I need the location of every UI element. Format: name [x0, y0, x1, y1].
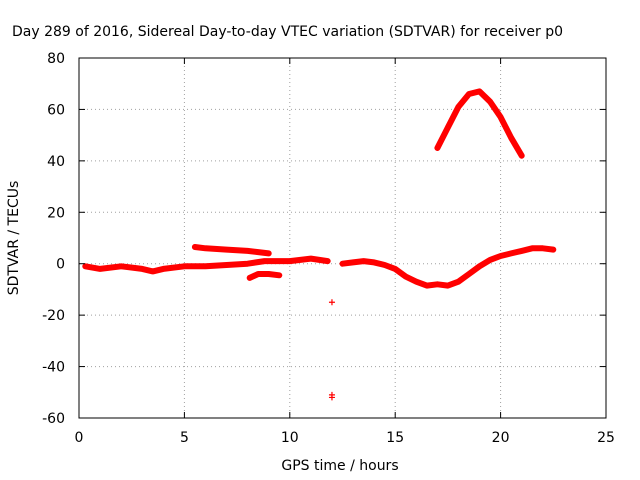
- x-tick-label: 0: [75, 430, 84, 446]
- outlier-marker: [328, 394, 335, 401]
- outlier-points: [328, 299, 335, 401]
- axis-ticks: 0 5 10 15 20 25 -60 -40 -20 0 20 40 60 80: [42, 51, 615, 446]
- y-tick-label: -60: [42, 411, 65, 427]
- chart-title: Day 289 of 2016, Sidereal Day-to-day VTE…: [12, 24, 563, 40]
- grid-lines: [79, 58, 606, 418]
- x-tick-label: 20: [492, 430, 510, 446]
- series-trace-arc: [434, 88, 525, 159]
- outlier-marker: [328, 299, 335, 306]
- x-tick-label: 5: [180, 430, 189, 446]
- series-trace-main: [82, 255, 331, 275]
- y-tick-label: 60: [47, 102, 65, 118]
- y-tick-label: -40: [42, 360, 65, 376]
- y-tick-label: 80: [47, 51, 65, 67]
- y-tick-label: -20: [42, 308, 65, 324]
- series-trace-upper: [191, 244, 272, 257]
- data-series: [82, 88, 557, 289]
- y-tick-label: 20: [47, 205, 65, 221]
- plot-frame: [78, 57, 607, 419]
- x-tick-label: 10: [281, 430, 299, 446]
- x-tick-label: 15: [386, 430, 404, 446]
- series-trace-low: [246, 271, 283, 281]
- y-axis-label: SDTVAR / TECUs: [6, 181, 22, 296]
- y-tick-label: 40: [47, 154, 65, 170]
- y-tick-label: 0: [56, 257, 65, 273]
- x-axis-label: GPS time / hours: [281, 458, 398, 474]
- series-trace-mid: [339, 245, 557, 289]
- x-tick-label: 25: [597, 430, 615, 446]
